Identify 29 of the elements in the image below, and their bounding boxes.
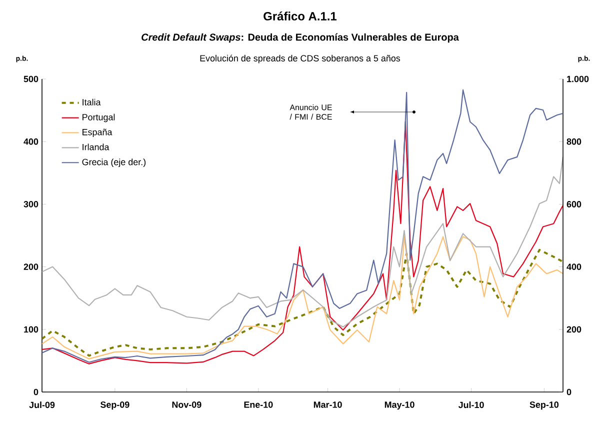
text: Evolución de spreads de CDS soberanos a 5 años [200, 54, 400, 64]
x-tick-label: Sep-09 [100, 401, 130, 410]
x-tick-label: Jul-10 [458, 401, 484, 408]
y2-tick-label: 1.000 [567, 76, 589, 82]
y-tick-label: 0 [34, 388, 38, 396]
y2-tick-label: 800 [566, 138, 582, 145]
y-tick-label: 100 [24, 326, 38, 333]
x-tick-label: Sep-10 [530, 401, 559, 410]
legend-label: España [82, 128, 112, 138]
y2-tick-label: 400 [566, 264, 582, 270]
y-tick-label: 200 [24, 264, 38, 270]
chart-subtitle: Credit Default Swaps: Deuda de Economías Vulnerables de Europa [142, 33, 459, 43]
y2-tick-label: 200 [566, 326, 582, 333]
x-tick-label: Mar-10 [314, 401, 342, 408]
legend-label: Grecia (eje der.) [82, 158, 146, 167]
x-tick-label: Jul-09 [29, 401, 55, 408]
y2-tick-label: 600 [566, 201, 582, 208]
line-series [42, 156, 564, 328]
x-tick-label: Ene-10 [244, 401, 273, 408]
chart-title: Gráfico A.1.1 [264, 12, 337, 20]
legend-label: Irlanda [82, 144, 110, 150]
x-tick-label: May-10 [384, 401, 414, 410]
y2-tick-label: 0 [566, 388, 572, 396]
legend-label: Italia [82, 98, 101, 106]
y-tick-label: 500 [24, 76, 38, 82]
x-tick-label: Nov-09 [172, 401, 202, 408]
legend-label: Portugal [82, 114, 115, 122]
y-tick-label: 300 [24, 201, 38, 208]
y-tick-label: 400 [24, 138, 38, 145]
